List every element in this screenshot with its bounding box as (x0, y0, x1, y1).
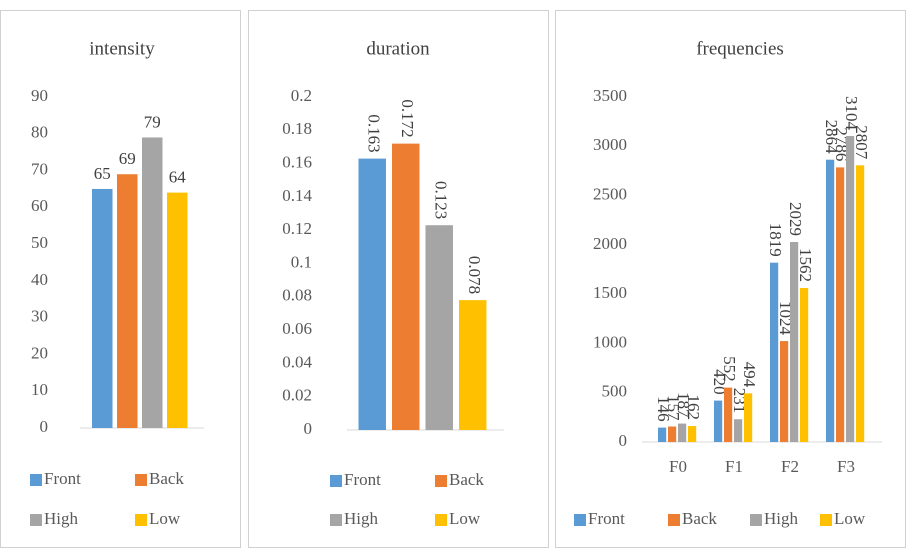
legend-swatch (668, 514, 680, 526)
legend-swatch (330, 475, 342, 487)
legend-label: Front (344, 470, 381, 489)
x-tick-label: F0 (669, 457, 687, 476)
y-tick-label: 500 (602, 382, 628, 401)
bar (836, 167, 844, 442)
x-tick-label: F2 (781, 457, 799, 476)
bar (688, 426, 696, 442)
y-tick-label: 0.08 (282, 286, 312, 305)
x-tick-label: F1 (725, 457, 743, 476)
legend-label: Front (44, 469, 81, 488)
legend-swatch (135, 514, 147, 526)
legend-swatch (435, 514, 447, 526)
data-label: 0.078 (465, 256, 484, 294)
legend-swatch (30, 514, 42, 526)
y-tick-label: 0.12 (282, 219, 312, 238)
y-tick-label: 1500 (593, 283, 627, 302)
y-tick-label: 10 (31, 380, 48, 399)
bar (668, 427, 676, 442)
data-label: 1562 (796, 248, 815, 282)
y-tick-label: 0.14 (282, 186, 312, 205)
data-label: 69 (119, 149, 136, 168)
y-tick-label: 50 (31, 233, 48, 252)
data-label: 552 (720, 356, 739, 382)
y-tick-label: 0 (304, 419, 313, 438)
bar (359, 159, 386, 430)
data-label: 494 (740, 362, 759, 388)
data-label: 162 (684, 395, 703, 421)
bar (92, 189, 113, 428)
data-label: 65 (94, 164, 111, 183)
y-tick-label: 3500 (593, 86, 627, 105)
chart-figure: intensity 0 10 20 30 40 50 60 70 80 90 65 69 79 64 Fron… (0, 0, 906, 559)
y-tick-label: 20 (31, 343, 48, 362)
bar (780, 341, 788, 442)
legend-swatch (820, 514, 832, 526)
bar (426, 225, 453, 430)
y-tick-label: 2000 (593, 234, 627, 253)
y-tick-label: 1000 (593, 332, 627, 351)
y-tick-label: 90 (31, 86, 48, 105)
legend-label: Back (449, 470, 484, 489)
bar (800, 288, 808, 442)
bar (459, 300, 486, 430)
data-label: 79 (144, 112, 161, 131)
bar (770, 263, 778, 442)
y-tick-label: 0.02 (282, 386, 312, 405)
bar (142, 137, 163, 428)
bar (117, 174, 138, 428)
data-label: 1819 (766, 223, 785, 257)
bar (167, 193, 188, 428)
y-tick-label: 60 (31, 196, 48, 215)
data-label: 2807 (852, 125, 871, 160)
y-tick-label: 0 (40, 417, 49, 436)
y-tick-label: 70 (31, 159, 48, 178)
bar (392, 144, 419, 430)
y-tick-label: 40 (31, 270, 48, 289)
legend-label: High (344, 509, 379, 528)
legend-label: High (764, 509, 799, 528)
bar (714, 401, 722, 442)
bar (856, 165, 864, 442)
chart-title: duration (366, 38, 430, 59)
x-tick-label: F3 (837, 457, 855, 476)
y-tick-label: 0.04 (282, 352, 312, 371)
legend-label: Low (834, 509, 866, 528)
y-tick-label: 0.1 (291, 252, 312, 271)
chart-title: intensity (89, 38, 155, 59)
y-tick-label: 0.06 (282, 319, 312, 338)
legend-swatch (135, 474, 147, 486)
legend-label: Back (682, 509, 717, 528)
data-label: 0.163 (364, 114, 383, 152)
bar (658, 428, 666, 442)
legend-label: Low (149, 509, 181, 528)
bar (678, 424, 686, 442)
bar (846, 136, 854, 442)
y-tick-label: 0 (619, 431, 628, 450)
legend-swatch (574, 514, 586, 526)
data-label: 0.123 (431, 181, 450, 219)
bar (734, 419, 742, 442)
legend-label: Front (588, 509, 625, 528)
legend-swatch (435, 475, 447, 487)
y-tick-label: 0.16 (282, 153, 312, 172)
y-tick-label: 0.2 (291, 86, 312, 105)
y-tick-label: 3000 (593, 135, 627, 154)
y-tick-label: 2500 (593, 184, 627, 203)
legend-swatch (330, 514, 342, 526)
legend-label: High (44, 509, 79, 528)
data-label: 2029 (786, 202, 805, 236)
y-tick-label: 80 (31, 123, 48, 142)
bar (744, 393, 752, 442)
legend-swatch (30, 474, 42, 486)
data-label: 0.172 (398, 99, 417, 137)
chart-title: frequencies (696, 38, 784, 59)
bar (826, 160, 834, 442)
data-label: 64 (169, 168, 187, 187)
legend-swatch (750, 514, 762, 526)
y-tick-label: 30 (31, 307, 48, 326)
y-tick-label: 0.18 (282, 119, 312, 138)
legend-label: Back (149, 469, 184, 488)
legend-label: Low (449, 509, 481, 528)
